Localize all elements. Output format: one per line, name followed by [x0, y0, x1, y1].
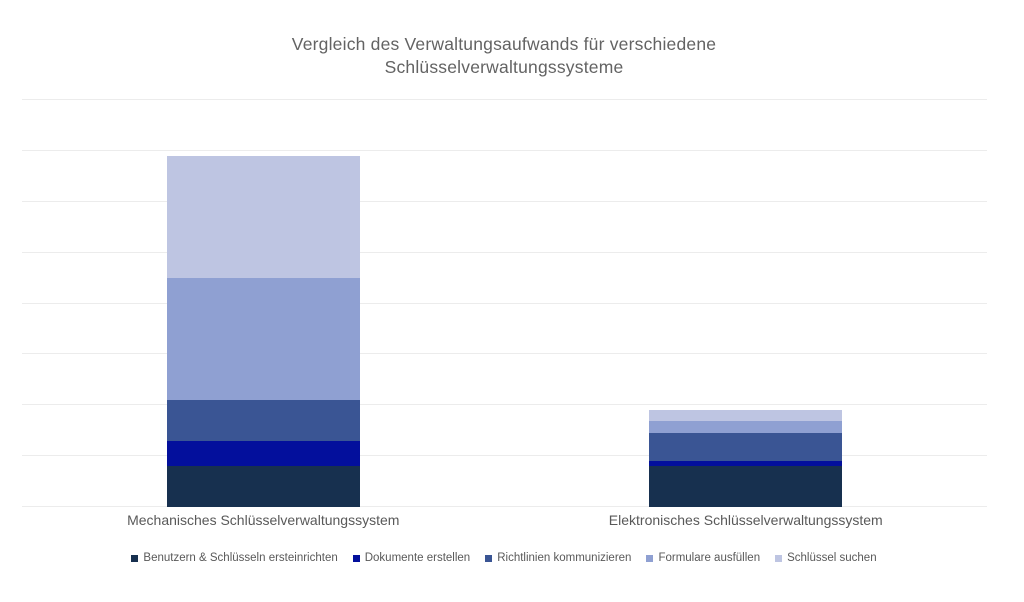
x-axis-label-mechanical: Mechanisches Schlüsselverwaltungssystem: [127, 512, 400, 528]
bar-segment: [649, 420, 843, 434]
bar-segment: [166, 278, 360, 401]
gridline: [22, 200, 987, 202]
legend-label: Dokumente erstellen: [364, 552, 471, 564]
legend-swatch-icon: [131, 554, 139, 562]
x-axis-labels: Mechanisches Schlüsselverwaltungssystem …: [22, 512, 987, 532]
chart-title-line-2: Schlüsselverwaltungssysteme: [384, 57, 624, 77]
chart-title-line-1: Vergleich des Verwaltungsaufwands für ve…: [291, 34, 717, 54]
bar-segment: [649, 461, 843, 467]
chart-title: Vergleich des Verwaltungsaufwands für ve…: [0, 33, 1008, 79]
gridline: [22, 506, 987, 507]
bar-segment: [649, 466, 843, 507]
legend-label: Schlüssel suchen: [787, 552, 877, 564]
gridline: [22, 353, 987, 355]
legend-item: Dokumente erstellen: [352, 552, 471, 564]
legend-item: Schlüssel suchen: [775, 552, 877, 564]
legend-item: Formulare ausfüllen: [646, 552, 760, 564]
gridline: [22, 99, 987, 100]
bar-electronic: [649, 100, 843, 507]
bar-segment: [166, 466, 360, 507]
gridline: [22, 302, 987, 304]
legend-label: Formulare ausfüllen: [658, 552, 761, 564]
gridline: [22, 404, 987, 406]
legend-swatch-icon: [352, 554, 360, 562]
legend-swatch-icon: [775, 554, 783, 562]
bar-segment: [166, 155, 360, 279]
bar-segment: [166, 440, 360, 467]
bar-segment: [649, 410, 843, 421]
legend-label: Benutzern & Schlüsseln ersteinrichten: [143, 552, 338, 564]
legend-swatch-icon: [646, 554, 654, 562]
bar-mechanical: [166, 100, 360, 507]
x-axis-label-electronic: Elektronisches Schlüsselverwaltungssyste…: [608, 512, 883, 528]
bar-segment: [649, 433, 843, 462]
bar-segment: [166, 400, 360, 441]
legend-item: Richtlinien kommunizieren: [485, 552, 631, 564]
plot-area: [22, 99, 987, 507]
legend: Benutzern & Schlüsseln ersteinrichten Dok…: [0, 552, 1008, 564]
gridline: [22, 455, 987, 457]
gridline: [22, 149, 987, 151]
legend-swatch-icon: [485, 554, 493, 562]
legend-label: Richtlinien kommunizieren: [497, 552, 632, 564]
gridline: [22, 251, 987, 253]
legend-item: Benutzern & Schlüsseln ersteinrichten: [131, 552, 338, 564]
